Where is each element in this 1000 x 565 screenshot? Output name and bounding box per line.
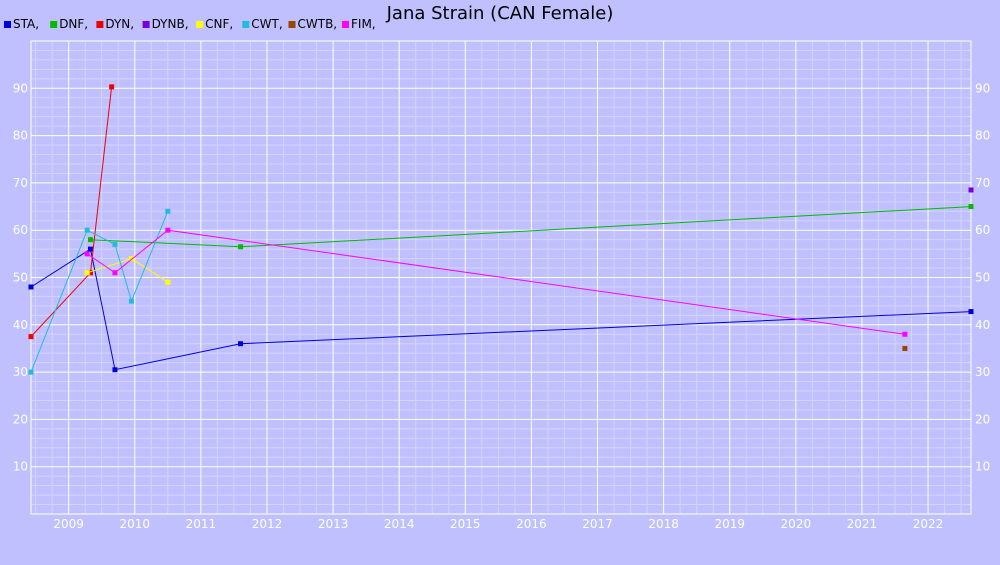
plot-border [30,40,972,515]
y-tick-label-right: 90 [975,81,990,95]
data-point [968,309,974,315]
x-tick-label: 2021 [847,517,878,531]
data-point [165,227,171,233]
series-5 [28,208,171,375]
legend-label: DYN, [105,17,134,31]
data-point [28,284,34,290]
series-1 [87,204,974,250]
legend-label: FIM, [351,17,376,31]
data-point [112,241,118,247]
series-3 [968,187,974,193]
x-tick-label: 2014 [384,517,415,531]
data-point [84,227,90,233]
x-tick-label: 2019 [714,517,745,531]
y-tick-label-right: 60 [975,223,990,237]
data-point [128,298,134,304]
y-tick-label-left: 50 [13,271,28,285]
legend: STA, DNF, DYN, DYNB, CNF, CWT, CWTB, FIM, [4,17,376,31]
legend-swatch [288,21,296,28]
series-4 [84,256,171,285]
x-tick-label: 2017 [582,517,613,531]
chart-title: Jana Strain (CAN Female) [386,3,614,24]
legend-label: CNF, [205,17,233,31]
legend-label: DYNB, [152,17,189,31]
legend-label: CWTB, [298,17,338,31]
data-point [112,367,118,373]
legend-label: CWT, [251,17,282,31]
y-tick-label-right: 10 [975,460,990,474]
data-point [84,251,90,257]
y-tick-label-left: 70 [13,176,28,190]
y-tick-label-right: 30 [975,365,990,379]
x-tick-label: 2010 [120,517,151,531]
x-tick-label: 2011 [186,517,217,531]
legend-swatch [96,21,104,28]
legend-swatch [50,21,58,28]
y-tick-label-right: 20 [975,412,990,426]
data-point [109,84,115,90]
y-tick-label-left: 20 [13,412,28,426]
legend-swatch [4,21,11,28]
legend-label: DNF, [59,17,88,31]
data-point [112,270,118,276]
legend-swatch [242,21,250,28]
series-line [86,229,905,335]
data-point [128,256,134,262]
data-point [165,208,171,214]
data-point [968,204,974,210]
data-point [238,341,244,347]
data-point [87,237,93,243]
legend-swatch [142,21,150,28]
y-tick-label-left: 30 [13,365,28,379]
y-tick-label-left: 80 [13,129,28,143]
data-point [165,279,171,285]
x-tick-label: 2015 [450,517,481,531]
y-tick-label-right: 50 [975,271,990,285]
series-0 [28,246,974,373]
data-point [87,246,93,252]
x-tick-label: 2018 [648,517,679,531]
series-2 [28,84,115,340]
data-point [28,369,34,375]
data-point [87,270,93,276]
y-tick-label-left: 10 [13,460,28,474]
y-tick-label-right: 70 [975,176,990,190]
series-6 [902,345,908,351]
x-tick-label: 2013 [318,517,349,531]
x-tick-label: 2009 [53,517,84,531]
x-tick-label: 2022 [913,517,944,531]
data-point [84,270,90,276]
data-point [902,331,908,337]
legend-label: STA, [13,17,39,31]
data-point [238,244,244,250]
data-point [902,345,908,351]
legend-swatch [196,21,204,28]
legend-swatch [342,21,349,28]
data-point [968,187,974,193]
y-tick-label-left: 60 [13,223,28,237]
x-tick-label: 2012 [252,517,283,531]
x-tick-label: 2016 [516,517,547,531]
y-tick-label-right: 40 [975,318,990,332]
y-tick-label-left: 40 [13,318,28,332]
x-tick-label: 2020 [781,517,812,531]
series-7 [84,227,908,337]
y-tick-label-left: 90 [13,81,28,95]
data-point [28,334,34,340]
y-tick-label-right: 80 [975,129,990,143]
